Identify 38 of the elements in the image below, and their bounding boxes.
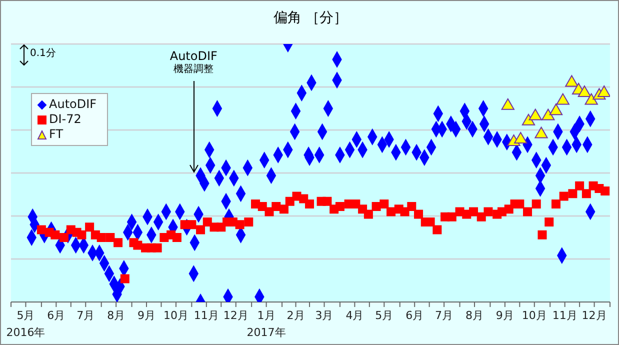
point — [598, 86, 610, 98]
point — [549, 104, 563, 116]
x-tick-label: 9月 — [496, 309, 514, 322]
x-tick-label: 6月 — [406, 309, 424, 322]
annotation: AutoDIF 機器調整 — [168, 49, 218, 77]
x-tick-label: 6月 — [47, 309, 66, 322]
x-tick-label: 2月 — [286, 309, 305, 322]
chart-title: 偏角 ［分］ — [272, 9, 349, 27]
x-tick-label: 11月 — [552, 309, 578, 322]
x-tick-label: 1月 2017年 — [246, 309, 286, 339]
x-tick-label: 5月 — [375, 309, 394, 322]
x-tick-label: 5月 2016年 — [6, 309, 46, 339]
x-tick-label: 9月 — [138, 309, 156, 322]
point — [565, 75, 578, 87]
x-tick-label: 8月 — [465, 309, 484, 322]
x-tick-label: 10月 — [522, 309, 547, 322]
x-tick-label: 12月 — [582, 309, 607, 322]
x-tick-label: 7月 — [76, 309, 95, 322]
x-tick-label: 7月 — [435, 309, 454, 322]
point — [534, 126, 548, 138]
point — [578, 86, 592, 98]
annotation: 0.1分 — [30, 47, 56, 60]
x-tick-label: 8月 — [107, 309, 126, 322]
legend-label: DI-72 — [49, 112, 82, 127]
point — [556, 93, 570, 105]
x-tick-label: 12月 — [223, 309, 248, 322]
point — [514, 132, 528, 144]
point — [501, 98, 514, 110]
point — [542, 108, 555, 120]
point — [584, 93, 598, 105]
point — [522, 114, 536, 126]
legend-label: AutoDIF — [49, 97, 97, 112]
x-tick-label: 11月 — [194, 309, 219, 322]
x-tick-label: 3月 — [315, 309, 334, 322]
x-tick-label: 10月 — [163, 309, 188, 322]
legend-label: FT — [49, 127, 64, 142]
x-tick-label: 4月 — [346, 309, 364, 322]
point — [528, 108, 542, 120]
